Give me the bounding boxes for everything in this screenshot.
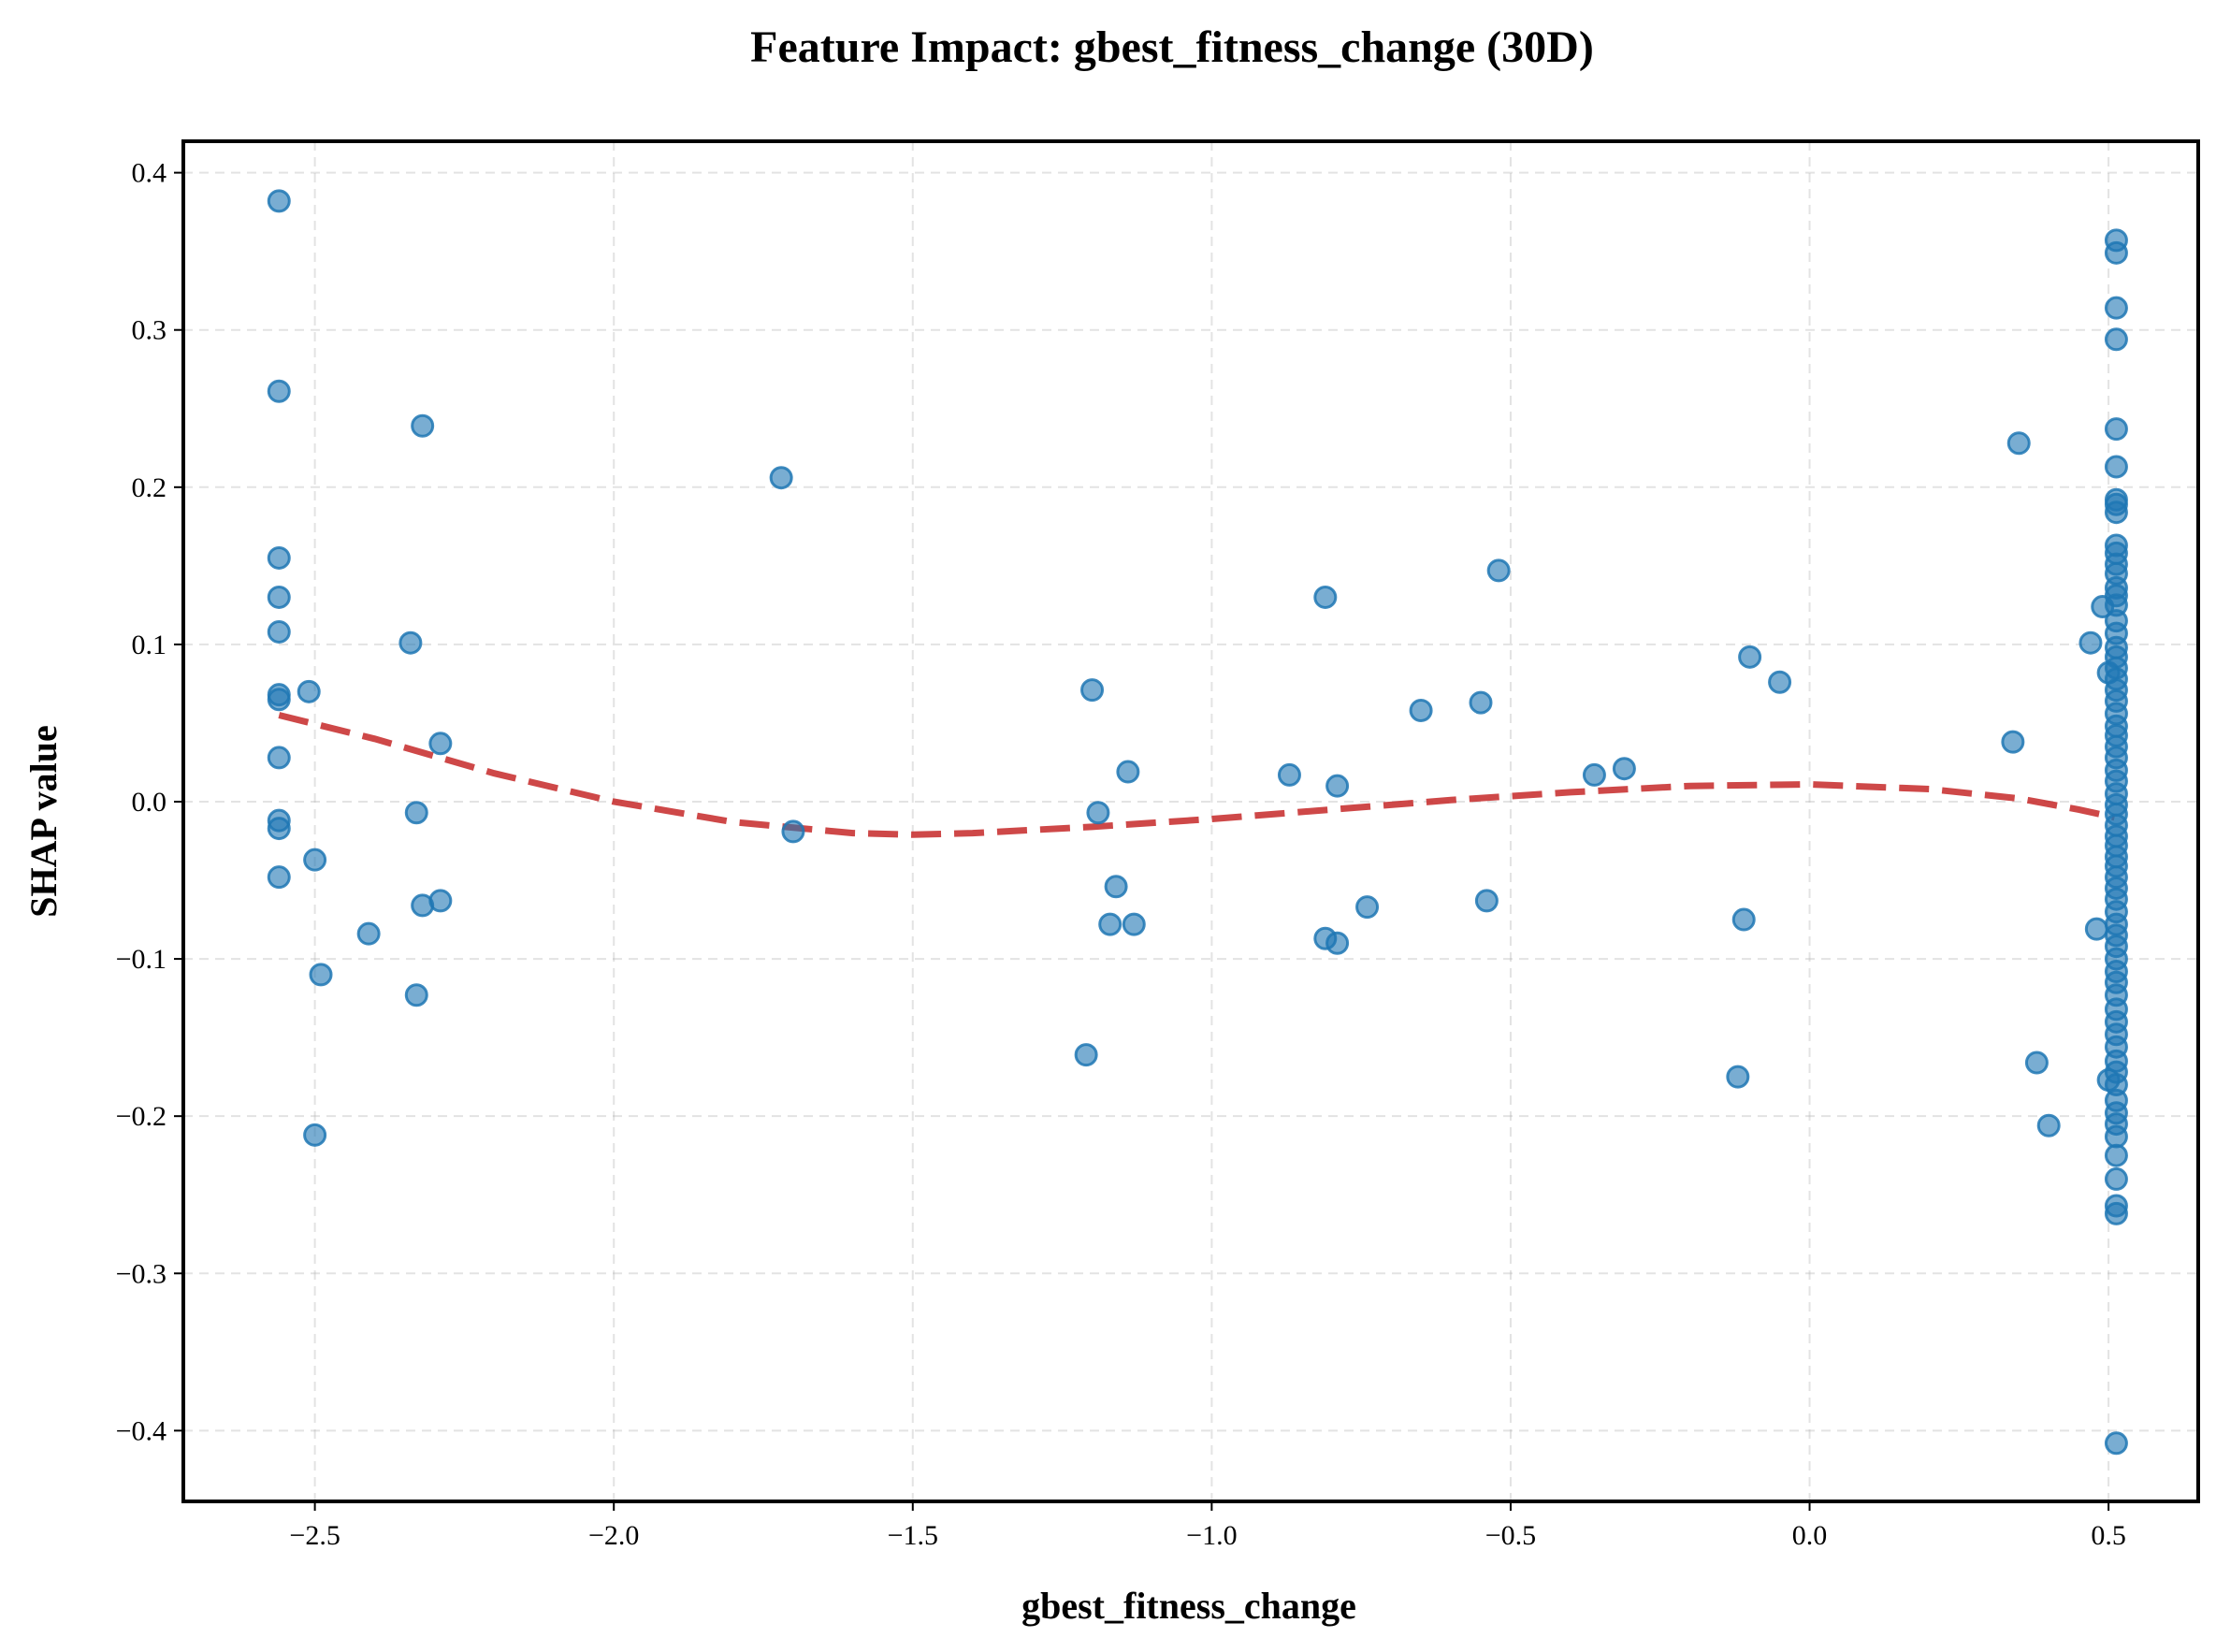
y-tick-label: 0.0: [132, 787, 167, 818]
data-point: [1116, 760, 1140, 784]
data-point: [356, 921, 381, 946]
x-tick-label: −0.5: [1485, 1520, 1536, 1551]
data-point: [2104, 296, 2128, 320]
data-point: [267, 817, 291, 841]
data-point: [297, 679, 321, 703]
plot-frame: [181, 139, 2200, 1503]
data-point: [267, 379, 291, 403]
data-point: [2104, 240, 2128, 265]
data-point: [2104, 500, 2128, 525]
y-tick-label: 0.4: [132, 158, 167, 189]
data-point: [2078, 630, 2103, 655]
x-tick-label: −1.5: [888, 1520, 938, 1551]
data-point: [404, 983, 428, 1007]
trend-line-group: [278, 712, 2116, 838]
data-point: [1122, 912, 1146, 936]
data-point: [411, 413, 435, 438]
data-point: [2104, 327, 2128, 352]
grid-lines: [183, 141, 2198, 1501]
data-point: [1731, 907, 1756, 932]
data-point: [1486, 558, 1511, 583]
chart-title: Feature Impact: gbest_fitness_change (30…: [750, 22, 1594, 72]
x-tick-label: 0.0: [1792, 1520, 1828, 1551]
x-tick-label: −2.0: [588, 1520, 639, 1551]
x-tick-label: 0.5: [2091, 1520, 2126, 1551]
x-axis-label: gbest_fitness_change: [1021, 1585, 1356, 1627]
data-point: [2001, 730, 2025, 754]
data-point: [1355, 895, 1380, 920]
data-point: [1313, 585, 1338, 609]
data-point: [1325, 774, 1350, 798]
data-point: [1080, 678, 1105, 703]
data-point: [2104, 417, 2128, 442]
data-point: [303, 1123, 327, 1147]
data-point: [2104, 1201, 2128, 1225]
data-point: [1074, 1043, 1098, 1067]
trend-line: [278, 712, 2116, 838]
y-tick-label: −0.2: [116, 1101, 167, 1132]
y-axis-ticks: 0.4 0.3 0.2 0.1 0.0 −0.1 −0.2 −0.3 −0.4: [116, 158, 183, 1446]
data-point: [2006, 431, 2031, 456]
x-tick-label: −1.0: [1186, 1520, 1237, 1551]
data-point: [2024, 1051, 2049, 1075]
data-point: [428, 732, 453, 756]
y-tick-label: 0.2: [132, 472, 167, 503]
data-point: [1277, 762, 1301, 787]
y-tick-label: 0.3: [132, 315, 167, 346]
data-point: [267, 746, 291, 770]
data-point: [267, 619, 291, 644]
x-axis-ticks: −2.5 −2.0 −1.5 −1.0 −0.5 0.0 0.5: [289, 1501, 2126, 1551]
y-tick-label: −0.4: [116, 1415, 167, 1446]
data-point: [404, 801, 428, 825]
data-point: [398, 630, 423, 655]
y-tick-label: −0.1: [116, 944, 167, 975]
data-point: [267, 545, 291, 570]
data-point: [267, 688, 291, 712]
data-point: [309, 963, 333, 987]
data-point: [2104, 1431, 2128, 1456]
data-point: [2036, 1113, 2061, 1138]
data-point: [1325, 931, 1350, 955]
data-point: [1738, 645, 1762, 669]
data-point: [1469, 690, 1493, 715]
data-point: [769, 466, 793, 490]
data-point: [1582, 762, 1606, 787]
data-point: [1474, 889, 1499, 913]
data-point: [428, 889, 453, 913]
data-point: [1768, 670, 1792, 694]
data-point: [2104, 1167, 2128, 1191]
data-point: [1098, 912, 1122, 936]
data-point: [267, 585, 291, 609]
data-point: [1104, 875, 1128, 899]
y-tick-label: 0.1: [132, 630, 167, 660]
data-point: [1409, 698, 1433, 722]
x-tick-label: −2.5: [289, 1520, 340, 1551]
y-tick-label: −0.3: [116, 1258, 167, 1289]
data-point: [781, 819, 805, 844]
y-axis-label: SHAP value: [22, 725, 65, 918]
data-point: [267, 865, 291, 890]
data-point: [1086, 801, 1110, 825]
data-point: [2084, 917, 2108, 941]
data-point: [1726, 1065, 1750, 1089]
data-point: [303, 848, 327, 872]
data-point: [1612, 757, 1636, 781]
scatter-points: [267, 189, 2128, 1456]
data-point: [2104, 455, 2128, 479]
data-point: [2104, 1143, 2128, 1167]
data-point: [267, 189, 291, 213]
